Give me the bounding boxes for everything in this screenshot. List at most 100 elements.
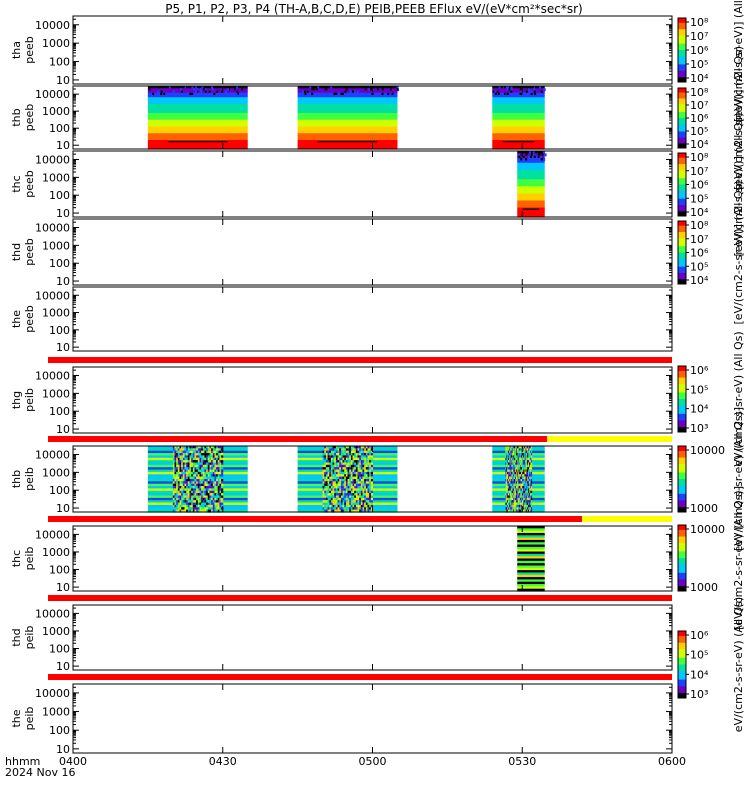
spectrogram-cell bbox=[360, 450, 364, 454]
spectrogram-cell bbox=[511, 504, 513, 508]
spectrogram-cell bbox=[520, 479, 522, 482]
colorbar-swatch bbox=[678, 687, 686, 691]
spectrogram-cell bbox=[192, 495, 195, 499]
colorbar-swatch bbox=[678, 208, 686, 211]
spectrogram-cell bbox=[516, 495, 519, 499]
spectrogram-cell bbox=[322, 467, 325, 471]
spectrogram-cell bbox=[511, 446, 513, 449]
spectrogram-cell bbox=[517, 528, 545, 532]
spectrogram-cell bbox=[204, 464, 207, 468]
spectrogram-cell bbox=[349, 453, 352, 457]
spectrogram-cell bbox=[206, 448, 209, 452]
spectrogram-cell bbox=[181, 483, 184, 487]
colorbar-swatch bbox=[678, 674, 686, 677]
spectrogram-cell bbox=[505, 448, 507, 452]
spectrogram-cell bbox=[344, 509, 347, 513]
spectrogram-cell bbox=[352, 507, 355, 511]
spectrogram-cell bbox=[528, 504, 531, 508]
spectrogram-cell bbox=[522, 86, 525, 89]
spectrogram-cell bbox=[174, 457, 177, 461]
spectrogram-cell bbox=[526, 509, 528, 513]
spectrogram-cell bbox=[219, 490, 222, 494]
spectrogram-cell bbox=[365, 483, 369, 487]
spectrogram-cell bbox=[191, 462, 194, 466]
spectrogram-cell bbox=[520, 460, 522, 464]
spectrogram-cell bbox=[359, 504, 362, 508]
spectrogram-cell bbox=[526, 467, 528, 471]
spectrogram-cell bbox=[298, 92, 301, 96]
spectrogram-cell bbox=[180, 92, 183, 96]
spectrogram-cell bbox=[520, 509, 522, 513]
spectrogram-cell bbox=[505, 453, 507, 457]
spectrogram-cell bbox=[344, 500, 347, 504]
spectrogram-cell bbox=[347, 500, 350, 504]
spectrogram-cell bbox=[327, 446, 330, 449]
spectrogram-cell bbox=[510, 474, 513, 478]
spectrogram-cell bbox=[529, 471, 532, 475]
spectrogram-cell bbox=[517, 453, 520, 457]
spectrogram-cell bbox=[335, 469, 339, 473]
spectrogram-cell bbox=[181, 450, 184, 454]
spectrogram-cell bbox=[172, 462, 175, 466]
spectrogram-cell bbox=[505, 493, 507, 497]
spectrogram-cell bbox=[357, 462, 360, 466]
spectrogram-cell bbox=[518, 481, 520, 485]
spectrogram-cell bbox=[347, 495, 350, 499]
spectrogram-cell bbox=[216, 507, 219, 511]
spectrogram-cell bbox=[324, 502, 327, 506]
spectrogram-cell bbox=[508, 457, 511, 461]
spectrogram-cell bbox=[345, 455, 349, 459]
spectrogram-cell bbox=[327, 495, 330, 499]
spectrogram-cell bbox=[206, 504, 209, 508]
spectrogram-cell bbox=[325, 507, 329, 511]
spectrogram-cell bbox=[206, 490, 209, 494]
spectrogram-cell bbox=[530, 455, 533, 459]
spectrogram-cell bbox=[508, 502, 510, 506]
spectrogram-cell bbox=[201, 502, 204, 506]
spectrogram-cell bbox=[508, 509, 510, 513]
spectrogram-cell bbox=[182, 462, 185, 466]
colorbar-swatch bbox=[678, 192, 686, 195]
colorbar-swatch bbox=[678, 139, 686, 141]
spectrogram-cell bbox=[510, 509, 513, 513]
spectrogram-cell bbox=[522, 453, 525, 457]
spectrogram-cell bbox=[174, 467, 177, 471]
colorbar-tick-label: 10³ bbox=[690, 688, 708, 701]
spectrogram-cell bbox=[172, 457, 175, 461]
spectrogram-cell bbox=[191, 464, 194, 468]
colorbar-swatch bbox=[678, 474, 686, 477]
spectrogram-cell bbox=[211, 446, 214, 449]
colorbar-swatch bbox=[678, 235, 686, 238]
spectrogram-cell bbox=[517, 464, 520, 468]
spectrogram-cell bbox=[209, 504, 212, 508]
spectrogram-cell bbox=[508, 507, 510, 511]
spectrogram-cell bbox=[506, 450, 508, 454]
spectrogram-cell bbox=[201, 481, 204, 485]
spectrogram-cell bbox=[362, 509, 365, 513]
spectrogram-cell bbox=[519, 504, 521, 508]
spectrogram-cell bbox=[357, 471, 360, 475]
spectrogram-cell bbox=[528, 497, 530, 501]
spectrogram-cell bbox=[330, 490, 334, 494]
spectrogram-cell bbox=[334, 476, 337, 480]
spectrogram-cell bbox=[528, 490, 530, 494]
y-tick-label: 1000 bbox=[42, 171, 70, 184]
spectrogram-cell bbox=[297, 142, 398, 146]
spectrogram-cell bbox=[347, 453, 350, 457]
spectrogram-cell bbox=[529, 500, 532, 504]
spectrogram-cell bbox=[172, 497, 175, 501]
spectrogram-cell bbox=[219, 495, 222, 499]
colorbar-tick-label: 10³ bbox=[690, 422, 708, 435]
spectrogram-cell bbox=[339, 504, 342, 508]
spectrogram-cell bbox=[349, 481, 352, 485]
spectrogram-cell bbox=[211, 88, 214, 92]
spectrogram-cell bbox=[182, 450, 185, 454]
spectrogram-cell bbox=[211, 450, 214, 454]
spectrogram-cell bbox=[202, 467, 205, 471]
spectrogram-cell bbox=[191, 86, 194, 89]
colorbar-swatch bbox=[678, 464, 686, 467]
spectrogram-cell bbox=[202, 450, 205, 454]
spectrogram-cell bbox=[512, 500, 514, 504]
spectrogram-cell bbox=[172, 493, 175, 497]
spectrogram-cell bbox=[147, 117, 248, 121]
